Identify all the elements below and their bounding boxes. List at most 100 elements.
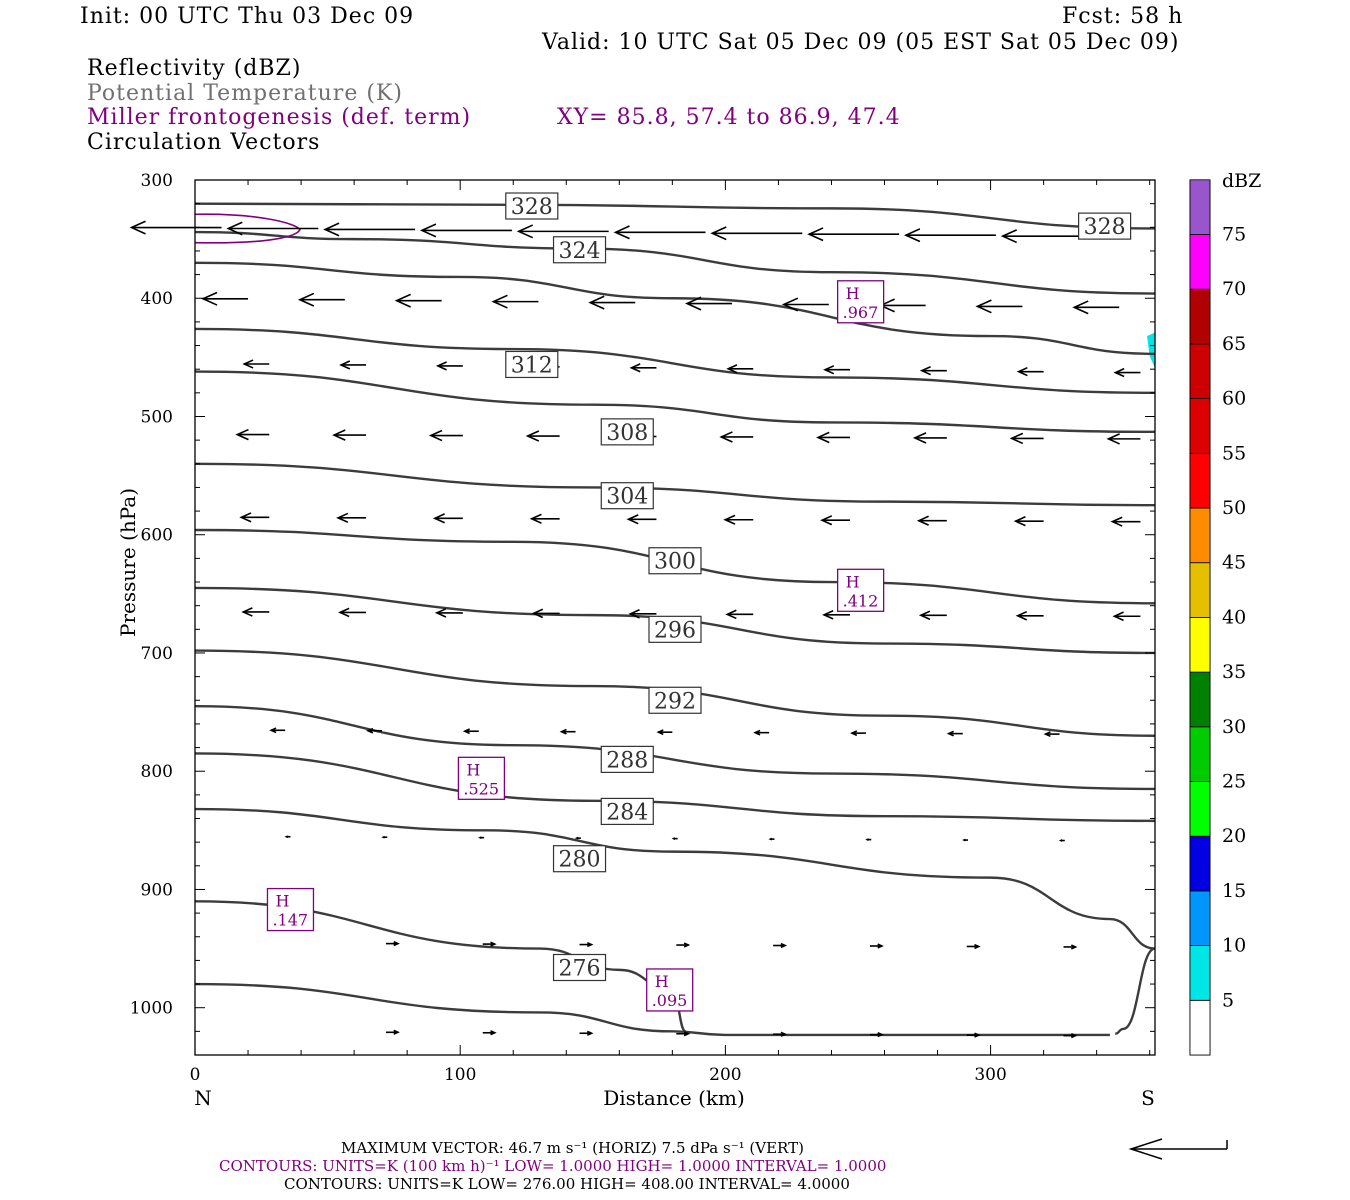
frontogenesis-max-value: .095 [652,991,688,1010]
field-reflectivity: Reflectivity (dBZ) [87,56,302,81]
maximum-vector-text: MAXIMUM VECTOR: 46.7 m s⁻¹ (HORIZ) 7.5 d… [341,1139,804,1157]
vector-arrowhead [919,366,931,376]
vector-arrowhead [201,291,218,306]
theta-contour-312 [194,261,1156,356]
vector-arrowhead [613,225,630,240]
contour-label-box [552,845,607,873]
vector-arrowhead [726,364,738,374]
contour-label-box [648,615,702,643]
frontogenesis-max-label: H [655,972,669,991]
vector-arrowhead [490,1030,497,1036]
vector-arrowhead [1000,229,1018,244]
vector-arrowhead [490,941,497,947]
vector-arrowhead [242,359,254,369]
contour-label-box [1078,212,1132,240]
forecast-hour: Fcst: 58 h [1062,4,1184,29]
contour-label-box [505,192,559,220]
frontogenesis-max-value: .147 [272,911,308,930]
contour-label-300: 300 [654,550,696,575]
frontogenesis-max-label: H [466,760,480,779]
vector-arrowhead [916,515,929,526]
vector-arrowhead [822,609,834,620]
vector-arrowhead [1072,300,1089,315]
contour-label-box [648,686,702,714]
theta-contour-328 [194,202,1156,230]
vector-arrowhead [339,360,351,370]
vector-arrowhead [671,837,676,840]
colorbar-label-70: 70 [1222,278,1246,300]
vector-arrowhead [336,512,349,523]
valid-time: Valid: 10 UTC Sat 05 Dec 09 (05 EST Sat … [542,30,1180,55]
vector-arrowhead [587,941,594,948]
colorbar-label-20: 20 [1222,825,1246,847]
x-tick-label-0: 0 [190,1065,201,1085]
y-tick-label-900: 900 [141,880,173,900]
y-tick-label-600: 600 [141,526,173,546]
field-circulation-vectors: Circulation Vectors [87,130,321,155]
vector-arrowhead [432,513,445,524]
vector-arrowhead [753,729,761,736]
vector-arrowhead [656,729,664,736]
vector-arrowhead [1015,610,1028,621]
vector-arrowhead [574,836,579,840]
vector-arrowhead [241,607,253,617]
vector-arrowhead [820,515,833,526]
vector-arrowhead [323,222,340,237]
contour-label-284: 284 [606,800,648,825]
contour-label-box [648,547,702,575]
frontogenesis-max-box [646,968,694,1012]
field-potential-temperature: Potential Temperature (K) [87,81,403,106]
colorbar-segment [1189,999,1211,1056]
vector-arrowhead [297,292,315,307]
vector-arrowhead [1106,433,1120,445]
colorbar-segment-35 [1189,617,1211,673]
colorbar-segment-10 [1189,890,1211,947]
vector-arrowhead [393,940,400,947]
vector-arrowhead [338,607,350,618]
vector-arrowhead [1009,432,1024,445]
vector-arrowhead [877,1032,884,1038]
frontogenesis-max-box [457,756,506,800]
y-axis-label: Pressure (hPa) [116,488,140,637]
colorbar-segment-25 [1189,726,1211,782]
vector-arrowhead [1112,611,1124,622]
contour-label-292: 292 [654,689,696,714]
x-tick-label-100: 100 [444,1065,476,1085]
contour-label-308: 308 [606,421,648,446]
x-tick-label-200: 200 [709,1065,741,1085]
vector-arrowhead [1013,516,1026,527]
vector-arrowhead [719,431,733,443]
vector-arrowhead [877,943,884,949]
vector-arrowhead [478,836,482,840]
vector-arrowhead [946,730,954,737]
theta-contour-292 [194,586,1156,655]
vector-arrowhead [710,226,727,241]
vector-arrowhead [629,363,641,373]
x-tick-label-300: 300 [974,1065,1006,1085]
vector-arrowhead [394,293,411,308]
vector-arrowhead [974,943,981,950]
vector-arrowhead [628,609,640,619]
vector-arrowhead [816,431,830,444]
vector-arrowhead [725,609,737,620]
colorbar-segment-40 [1189,562,1211,618]
frontogenesis-max-value: .525 [463,779,499,798]
vector-arrowhead [903,228,921,243]
frontogenesis-contour [194,213,301,244]
contour-label-box [552,953,607,982]
colorbar-label-50: 50 [1222,497,1246,519]
vector-arrowhead [1113,367,1125,378]
vector-arrowhead [559,728,567,735]
vector-arrowhead [332,429,346,441]
vector-arrowhead [284,835,289,839]
theta-contour-300 [194,462,1156,507]
contour-label-box [600,482,654,510]
plot-frame [194,179,1156,1056]
colorbar-segment-5 [1189,945,1211,1001]
y-tick-label-700: 700 [141,644,173,664]
colorbar-label-15: 15 [1222,880,1246,902]
theta-contour-280 [194,752,1156,823]
colorbar-segment-60 [1189,343,1211,399]
vector-arrowhead [1110,516,1123,527]
